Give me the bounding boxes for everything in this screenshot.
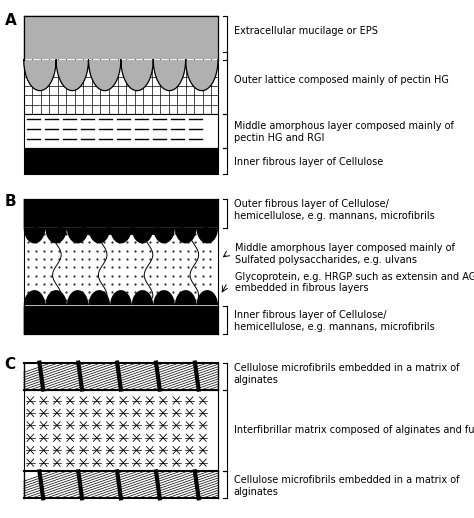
Polygon shape xyxy=(79,228,90,234)
Polygon shape xyxy=(24,363,218,390)
Polygon shape xyxy=(24,390,218,471)
Polygon shape xyxy=(128,228,139,234)
Polygon shape xyxy=(200,228,211,234)
Text: Interfibrillar matrix composed of alginates and fucans: Interfibrillar matrix composed of algina… xyxy=(234,425,474,435)
Polygon shape xyxy=(24,52,218,114)
Polygon shape xyxy=(24,228,218,306)
Text: Extracellular mucilage or EPS: Extracellular mucilage or EPS xyxy=(234,26,378,36)
Polygon shape xyxy=(24,471,218,498)
Text: Inner fibrous layer of Cellulose: Inner fibrous layer of Cellulose xyxy=(234,156,383,167)
Text: Middle amorphous layer composed mainly of
pectin HG and RGI: Middle amorphous layer composed mainly o… xyxy=(234,121,454,143)
Polygon shape xyxy=(24,199,218,243)
Polygon shape xyxy=(24,290,218,334)
Text: Cellulose microfibrils embedded in a matrix of
alginates: Cellulose microfibrils embedded in a mat… xyxy=(234,475,459,497)
Text: A: A xyxy=(5,13,17,28)
Polygon shape xyxy=(30,228,42,234)
Text: C: C xyxy=(5,357,16,372)
Text: Glycoprotein, e.g. HRGP such as extensin and AGP,
embedded in fibrous layers: Glycoprotein, e.g. HRGP such as extensin… xyxy=(235,271,474,293)
Polygon shape xyxy=(24,114,218,148)
Text: B: B xyxy=(5,194,17,209)
Polygon shape xyxy=(24,148,218,174)
Polygon shape xyxy=(152,228,163,234)
Polygon shape xyxy=(103,228,114,234)
Polygon shape xyxy=(55,228,66,234)
Text: Cellulose microfibrils embedded in a matrix of
alginates: Cellulose microfibrils embedded in a mat… xyxy=(234,363,459,385)
Text: Outer fibrous layer of Cellulose/
hemicellulose, e.g. mannans, microfibrils: Outer fibrous layer of Cellulose/ hemice… xyxy=(234,199,435,221)
Text: Middle amorphous layer composed mainly of
Sulfated polysaccharides, e.g. ulvans: Middle amorphous layer composed mainly o… xyxy=(235,243,455,265)
Text: Outer lattice composed mainly of pectin HG: Outer lattice composed mainly of pectin … xyxy=(234,75,448,85)
Polygon shape xyxy=(24,16,218,91)
Polygon shape xyxy=(176,228,187,234)
Text: Inner fibrous layer of Cellulose/
hemicellulose, e.g. mannans, microfibrils: Inner fibrous layer of Cellulose/ hemice… xyxy=(234,310,435,332)
